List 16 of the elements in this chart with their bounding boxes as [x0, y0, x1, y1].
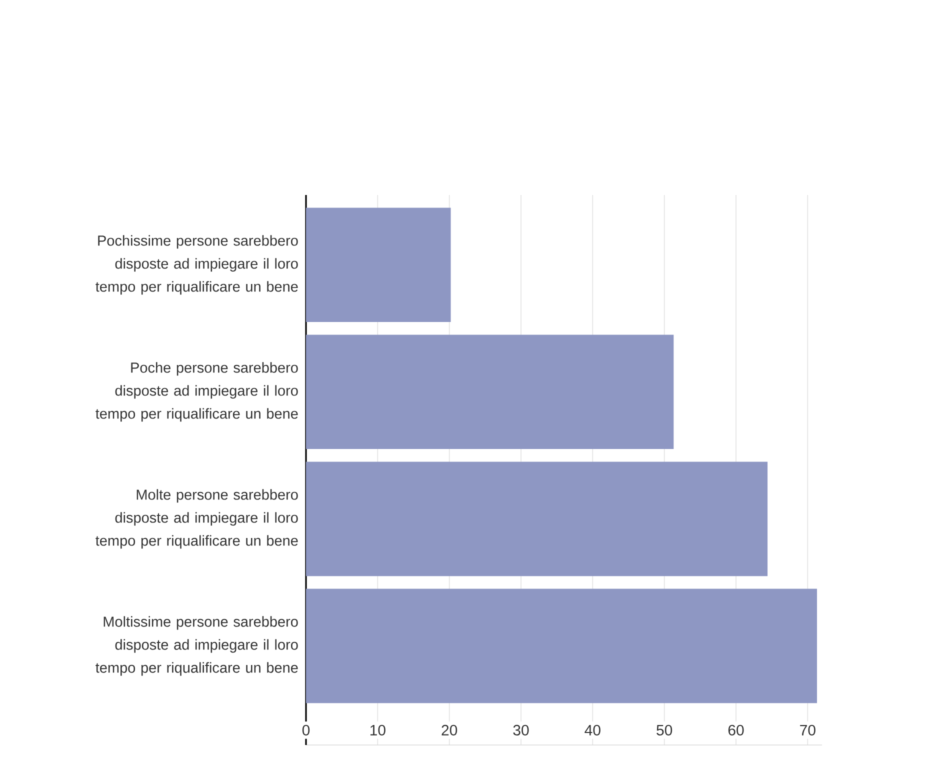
bar — [306, 462, 768, 576]
bar — [306, 334, 674, 450]
bar — [306, 588, 817, 704]
y-tick-label: Poche persone sarebbero disposte ad impiegare il loro tempo per riqualificare un bene — [96, 362, 298, 422]
bar — [306, 208, 451, 322]
x-tick-label: 20 — [442, 724, 458, 736]
x-tick-label: 60 — [728, 724, 744, 736]
x-tick-label: 0 — [302, 724, 310, 736]
x-tick-label: 50 — [656, 724, 672, 736]
y-tick-label: Pochissime persone sarebbero disposte ad impiegare il loro tempo per riqualificare un bene — [96, 235, 298, 295]
y-tick-label: Molte persone sarebbero disposte ad impiegare il loro tempo per riqualificare un bene — [96, 489, 298, 549]
y-tick-label: Moltissime persone sarebbero disposte ad impiegare il loro tempo per riqualificare un bene — [96, 616, 298, 676]
x-tick-label: 10 — [370, 724, 386, 736]
x-tick-label: 30 — [513, 724, 529, 736]
x-tick-label: 70 — [800, 724, 816, 736]
x-tick-label: 40 — [584, 724, 600, 736]
